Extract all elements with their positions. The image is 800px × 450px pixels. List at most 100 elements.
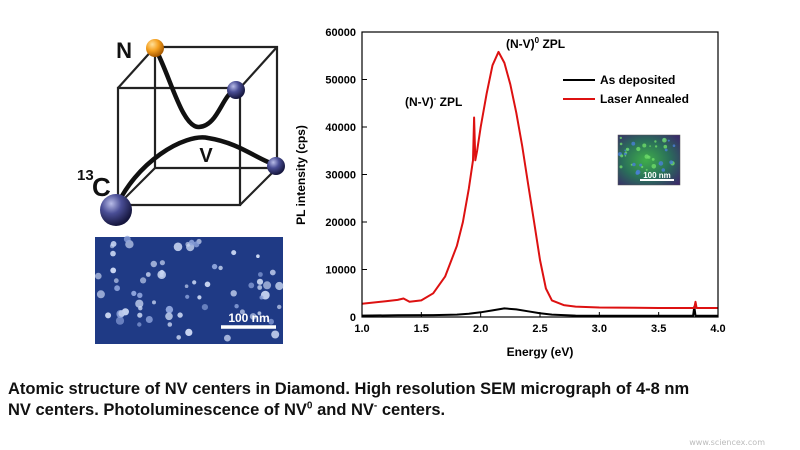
sem-particle <box>145 272 151 277</box>
sem-particle <box>137 322 142 327</box>
sem-particle <box>224 334 231 342</box>
sem-particle <box>257 311 262 316</box>
inset-speckle-dot <box>667 139 670 142</box>
carbon-13-label: C <box>92 172 111 202</box>
series-line-as-deposited <box>361 305 718 317</box>
inset-speckle-dot <box>654 140 657 143</box>
sem-particle <box>173 242 183 252</box>
sem-particle <box>185 294 190 299</box>
figure-caption: Atomic structure of NV centers in Diamon… <box>8 379 793 421</box>
inset-speckle-dot <box>619 142 623 146</box>
sem-particle <box>105 312 112 319</box>
inset-speckle <box>618 136 676 175</box>
sem-particle <box>145 316 153 323</box>
x-tick-label: 2.0 <box>473 323 488 335</box>
inset-speckle-dot <box>620 154 624 158</box>
sem-particle <box>231 250 237 256</box>
sem-scale-label: 100 nm <box>228 311 269 325</box>
x-tick-label: 3.5 <box>651 323 666 335</box>
sem-particle <box>123 235 131 243</box>
sem-particle <box>204 281 211 288</box>
sem-particle <box>177 312 183 318</box>
sem-particle <box>248 282 255 289</box>
y-tick-label: 60000 <box>325 27 356 39</box>
inset-speckle-dot <box>624 149 627 152</box>
sem-particle <box>269 269 276 276</box>
carbon-13-atom <box>100 194 132 226</box>
sem-particle <box>113 278 119 284</box>
x-tick-label: 3.0 <box>592 323 607 335</box>
x-tick-label: 2.5 <box>532 323 547 335</box>
sem-particle <box>249 313 257 320</box>
sem-particle <box>201 304 208 311</box>
sem-particle <box>211 263 218 270</box>
sem-particle <box>137 312 143 318</box>
nv-structure-diagram: N V 13 C <box>77 38 285 226</box>
carbon-13-mass-label: 13 <box>77 167 94 184</box>
sem-particle <box>135 299 144 308</box>
sem-particle <box>110 250 116 257</box>
inset-speckle-dot <box>658 161 664 166</box>
sem-particle <box>185 328 193 336</box>
sem-particle <box>118 310 125 317</box>
inset-speckle-dot <box>623 152 627 156</box>
fluorescence-inset: 100 nm <box>617 134 681 186</box>
inset-speckle-dot <box>641 165 644 169</box>
x-tick-label: 1.5 <box>414 323 429 335</box>
y-tick-label: 50000 <box>325 75 356 87</box>
inset-speckle-dot <box>651 158 655 161</box>
watermark: www.sciencex.com <box>689 438 765 447</box>
y-tick-label: 0 <box>350 312 356 324</box>
y-tick-label: 20000 <box>325 217 356 229</box>
inset-speckle-dot <box>631 141 636 146</box>
inset-speckle-dot <box>644 154 649 159</box>
sem-particle <box>96 290 105 299</box>
sem-particle <box>259 295 264 300</box>
y-tick-label: 10000 <box>325 265 356 277</box>
vacancy-label: V <box>199 145 213 167</box>
inset-speckle-dot <box>662 137 667 143</box>
sem-particle <box>256 254 260 258</box>
inset-speckle-dot <box>636 146 641 152</box>
sem-particle <box>197 295 202 300</box>
sem-micrograph: 100 nm <box>95 235 284 344</box>
nitrogen-label: N <box>116 38 132 63</box>
y-axis-label: PL intensity (cps) <box>294 125 308 225</box>
caption-line-2: NV centers. Photoluminescence of NV0 and… <box>8 400 446 419</box>
sem-particle <box>192 280 197 285</box>
sem-particle <box>271 330 280 339</box>
annotation-nv-zero: (N-V)0 ZPL <box>506 36 565 51</box>
sem-particle <box>193 241 200 248</box>
inset-speckle-dot <box>651 164 657 169</box>
legend: As deposited Laser Annealed <box>563 73 689 106</box>
sem-particle <box>131 290 137 296</box>
nitrogen-atom <box>146 39 164 57</box>
inset-speckle-dot <box>661 168 666 172</box>
annotation-nv-minus: (N-V)- ZPL <box>405 94 462 109</box>
sem-particle <box>239 309 245 315</box>
inset-speckle-dot <box>672 144 676 147</box>
inset-scale-label: 100 nm <box>643 171 671 180</box>
sem-particle <box>114 285 120 292</box>
inset-speckle-dot <box>654 145 658 148</box>
inset-speckle-dot <box>639 163 643 167</box>
sem-particle <box>140 277 147 284</box>
sem-particle <box>137 292 143 298</box>
sem-particle <box>258 272 263 277</box>
sem-particle <box>263 281 272 290</box>
carbon-atom-right <box>267 157 285 175</box>
sem-particle <box>159 260 165 266</box>
sem-particle <box>95 272 102 280</box>
inset-speckle-dot <box>669 160 674 165</box>
inset-speckle-dot <box>619 165 623 169</box>
inset-speckle-dot <box>649 145 651 147</box>
y-tick-label: 30000 <box>325 170 356 182</box>
inset-speckle-dot <box>632 162 636 167</box>
caption-line-1: Atomic structure of NV centers in Diamon… <box>8 380 690 398</box>
sem-particles <box>95 235 284 342</box>
sem-particle <box>218 265 223 271</box>
sem-particle <box>109 243 115 249</box>
legend-label-as-deposited: As deposited <box>600 73 675 87</box>
sem-particle <box>188 239 195 246</box>
sem-particle <box>257 285 263 290</box>
